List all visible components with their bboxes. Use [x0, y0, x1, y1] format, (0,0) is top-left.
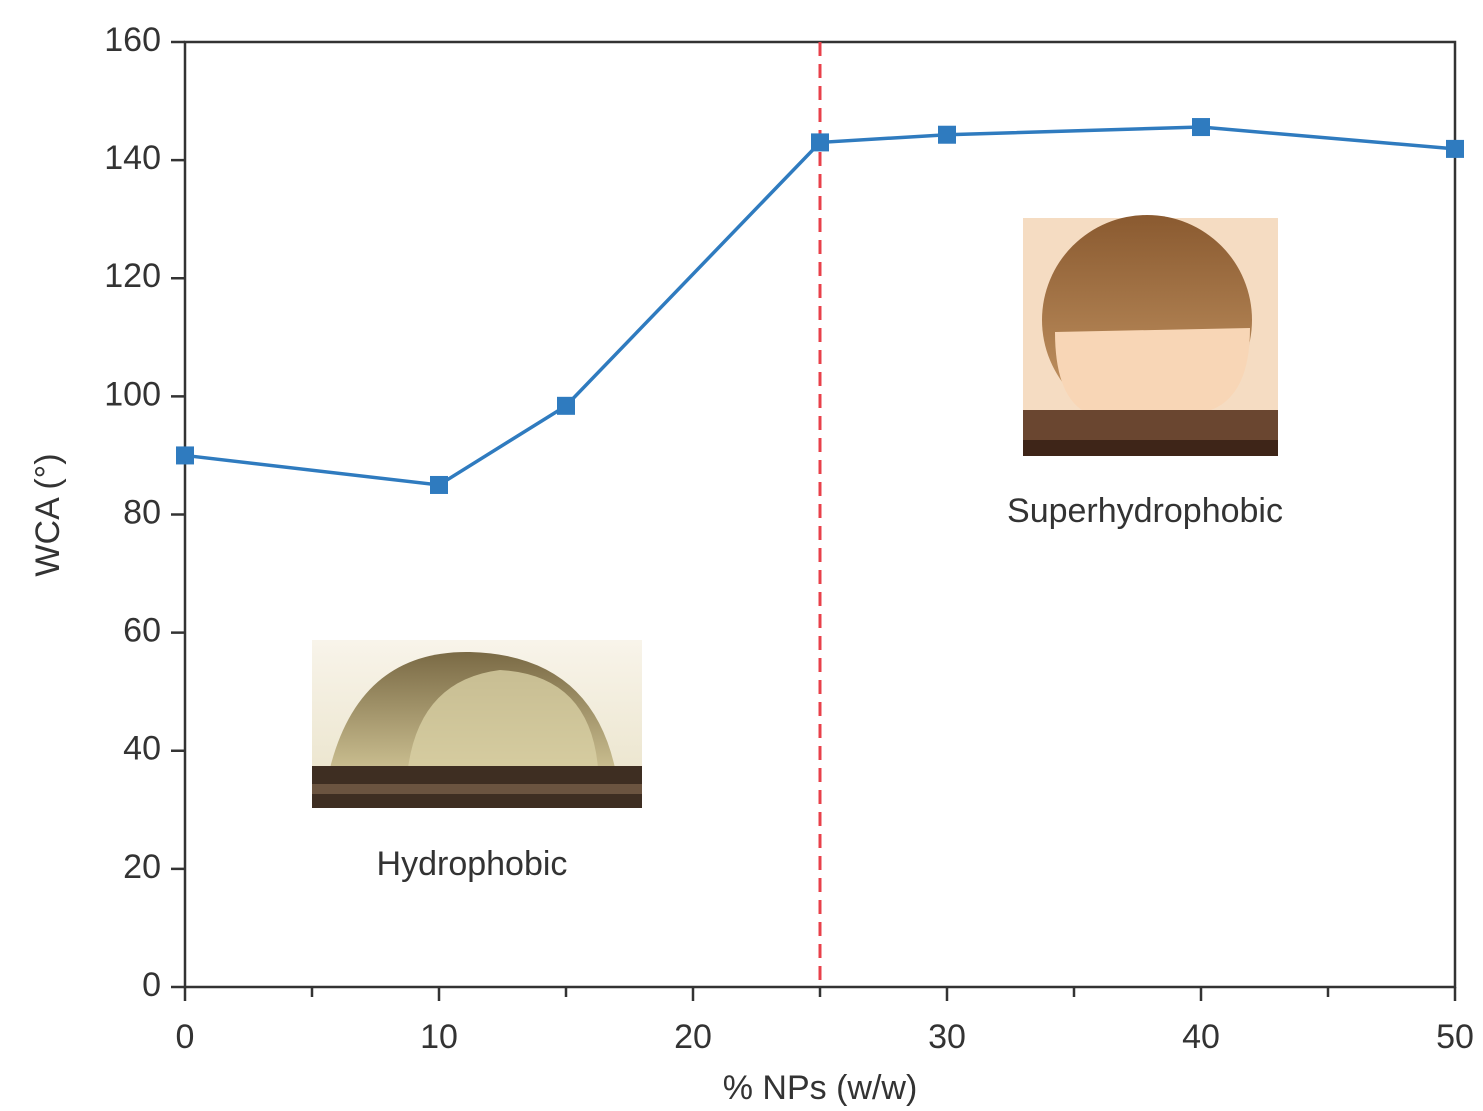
y-tick-label: 100	[104, 375, 161, 413]
annotation: Hydrophobic	[377, 845, 568, 883]
y-tick-label: 0	[142, 966, 161, 1004]
data-point	[938, 126, 956, 144]
x-tick-label: 0	[176, 1018, 195, 1056]
y-tick-label: 20	[123, 848, 161, 886]
data-point	[557, 397, 575, 415]
x-tick-label: 40	[1182, 1018, 1220, 1056]
hydrophobic-droplet-image	[312, 640, 642, 808]
x-tick-label: 20	[674, 1018, 712, 1056]
data-point	[1446, 140, 1464, 158]
y-tick-label: 140	[104, 139, 161, 177]
annotation: Superhydrophobic	[1007, 492, 1283, 530]
y-tick-label: 120	[104, 257, 161, 295]
y-tick-label: 80	[123, 493, 161, 531]
superhydrophobic-droplet-image	[1023, 215, 1278, 456]
chart: Hydrophobic Superhydrophobic % NPs (w/w)…	[0, 0, 1483, 1111]
y-tick-label: 160	[104, 21, 161, 59]
x-axis-label: % NPs (w/w)	[723, 1069, 918, 1107]
data-point	[176, 446, 194, 464]
data-point	[811, 133, 829, 151]
y-axis-label: WCA (°)	[29, 453, 67, 576]
x-tick-label: 10	[420, 1018, 458, 1056]
x-tick-label: 30	[928, 1018, 966, 1056]
data-point	[1192, 118, 1210, 136]
data-point	[430, 476, 448, 494]
y-tick-label: 40	[123, 730, 161, 768]
y-tick-label: 60	[123, 612, 161, 650]
x-tick-label: 50	[1436, 1018, 1474, 1056]
